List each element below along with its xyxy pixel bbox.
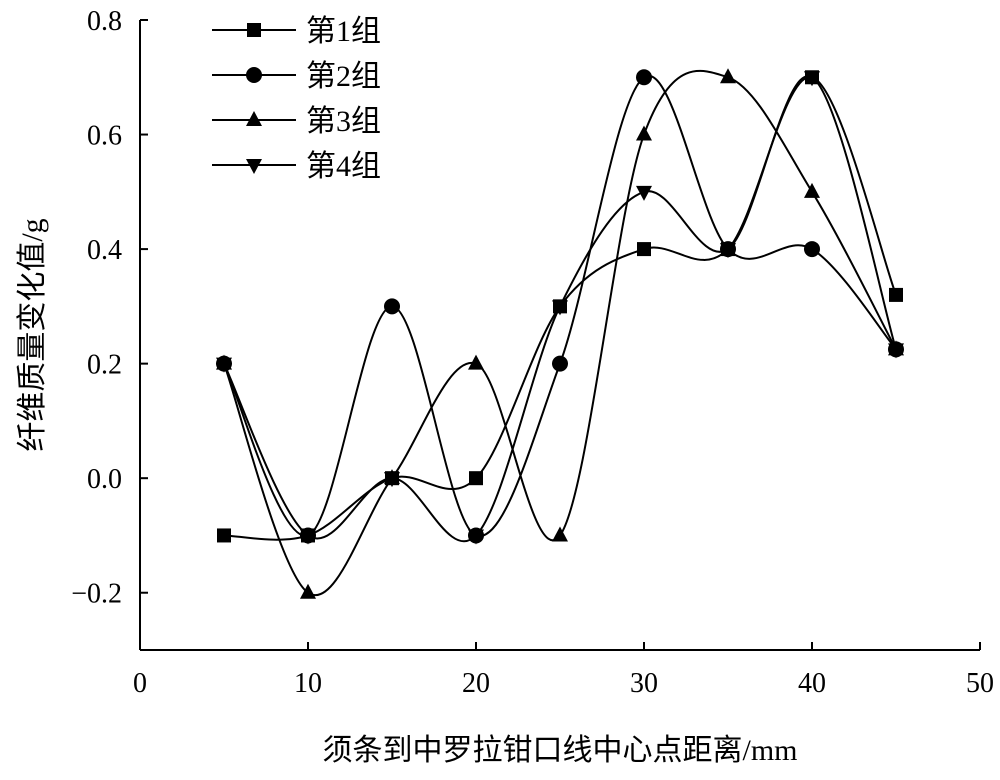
legend-label: 第4组 bbox=[306, 150, 381, 183]
x-tick-label: 50 bbox=[966, 668, 994, 699]
triangle-down-marker bbox=[300, 529, 316, 545]
circle-marker bbox=[246, 67, 262, 83]
x-tick-label: 0 bbox=[133, 668, 147, 699]
triangle-up-marker bbox=[636, 125, 652, 141]
triangle-down-marker bbox=[246, 159, 262, 174]
square-marker bbox=[889, 287, 903, 302]
y-axis-label: 纤维质量变化值/g bbox=[16, 218, 49, 451]
y-tick-label: 0.8 bbox=[87, 6, 122, 37]
legend-item: 第2组 bbox=[212, 60, 381, 93]
square-marker bbox=[469, 471, 483, 486]
square-marker bbox=[637, 242, 651, 257]
legend-label: 第2组 bbox=[306, 60, 381, 93]
triangle-up-marker bbox=[552, 526, 568, 542]
series-3 bbox=[216, 68, 904, 599]
legend-item: 第1组 bbox=[212, 15, 381, 48]
legend-item: 第4组 bbox=[212, 150, 381, 183]
axes: 0 10 20 30 40 50 −0.2 0.0 0.2 0.4 0.6 0.8 bbox=[71, 6, 994, 699]
circle-marker bbox=[384, 298, 400, 315]
legend-item: 第3组 bbox=[212, 105, 381, 138]
triangle-down-marker bbox=[552, 300, 568, 316]
triangle-down-marker bbox=[804, 71, 820, 87]
x-tick-label: 40 bbox=[798, 668, 826, 699]
y-tick-label: 0.6 bbox=[87, 121, 122, 152]
circle-marker bbox=[804, 241, 820, 258]
y-tick-label: 0.4 bbox=[87, 235, 122, 266]
triangle-down-marker bbox=[720, 243, 736, 259]
triangle-down-marker bbox=[216, 357, 232, 373]
y-tick-label: 0.0 bbox=[87, 464, 122, 495]
circle-marker bbox=[636, 69, 652, 86]
square-marker bbox=[247, 23, 261, 37]
x-tick-label: 30 bbox=[630, 668, 658, 699]
triangle-up-marker bbox=[300, 583, 316, 599]
circle-marker bbox=[552, 355, 568, 372]
legend-label: 第3组 bbox=[306, 105, 381, 138]
triangle-up-marker bbox=[468, 354, 484, 370]
triangle-down-marker bbox=[468, 529, 484, 545]
triangle-down-marker bbox=[888, 343, 904, 359]
series-group bbox=[216, 68, 904, 599]
triangle-down-marker bbox=[636, 185, 652, 201]
x-tick-label: 10 bbox=[294, 668, 322, 699]
series-4 bbox=[216, 71, 904, 545]
y-tick-label: 0.2 bbox=[87, 350, 122, 381]
x-axis-label: 须条到中罗拉钳口线中心点距离/mm bbox=[322, 734, 797, 767]
series-line bbox=[223, 74, 897, 537]
x-tick-label: 20 bbox=[462, 668, 490, 699]
triangle-up-marker bbox=[720, 68, 736, 84]
legend-label: 第1组 bbox=[306, 15, 381, 48]
y-tick-label: −0.2 bbox=[71, 579, 122, 610]
triangle-up-marker bbox=[246, 111, 262, 126]
triangle-down-marker bbox=[384, 472, 400, 488]
square-marker bbox=[217, 528, 231, 543]
triangle-up-marker bbox=[804, 182, 820, 198]
